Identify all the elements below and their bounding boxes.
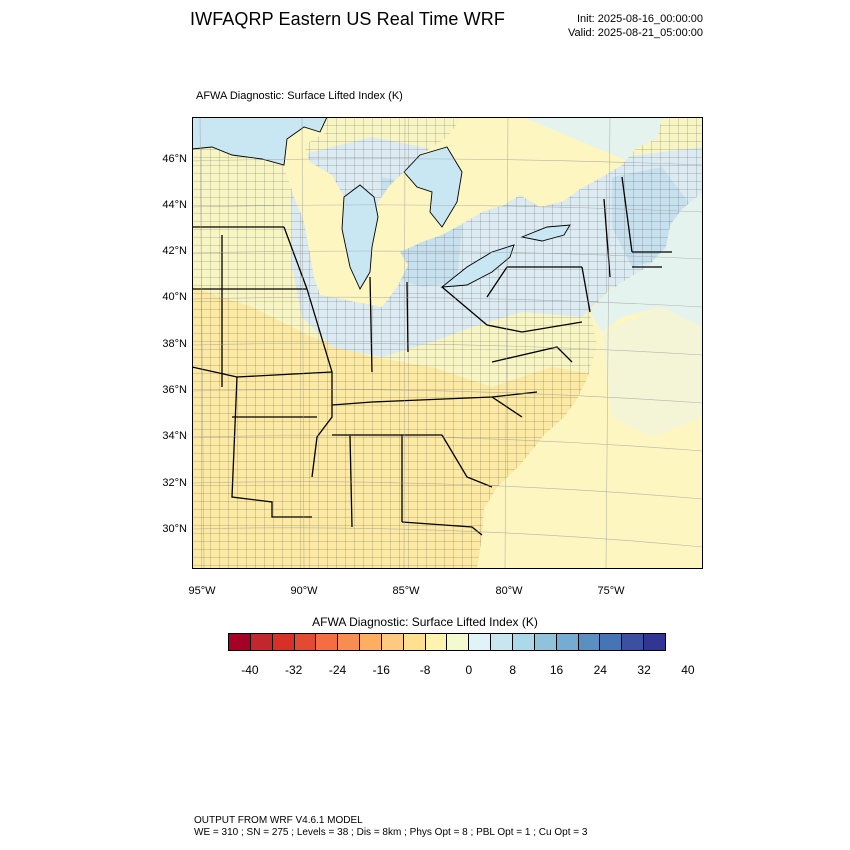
lat-label-30: 30°N [162,523,187,535]
colorbar-cell [316,634,339,650]
colorbar-cell [381,634,404,650]
lat-label-42: 42°N [162,245,187,257]
colorbar-cell [447,634,470,650]
colorbar-cell [338,634,361,650]
colorbar-tick-label: 8 [509,663,517,677]
colorbar-cell [534,634,557,650]
map-frame [192,117,703,569]
colorbar-tick-label: -16 [372,663,390,677]
colorbar-tick-label: 16 [549,663,564,677]
map-svg [192,117,703,569]
colorbar-tick-label: 32 [637,663,651,677]
run-info: Init: 2025-08-16_00:00:00 Valid: 2025-08… [568,13,703,40]
colorbar-cell [469,634,492,650]
lat-label-40: 40°N [162,291,187,303]
model-version: OUTPUT FROM WRF V4.6.1 MODEL [194,815,363,826]
colorbar-tick-label: 40 [681,663,695,677]
colorbar-cell [644,634,665,650]
colorbar [228,633,666,651]
colorbar-tick-label: -8 [419,663,431,677]
plot-title: IWFAQRP Eastern US Real Time WRF [190,9,505,29]
lat-label-38: 38°N [162,338,187,350]
colorbar-cell [491,634,513,650]
graticule [192,117,703,569]
colorbar-tick-label: 0 [465,663,473,677]
transition-ocean-area [602,307,703,437]
colorbar-tick-label: 24 [593,663,607,677]
colorbar-cell [250,634,273,650]
colorbar-cell [360,634,382,650]
lat-label-34: 34°N [162,430,187,442]
lon-label-95w: 95°W [188,585,216,597]
lat-label-32: 32°N [162,477,187,489]
map-subtitle: AFWA Diagnostic: Surface Lifted Index (K… [196,90,403,102]
lake-huron [403,146,463,228]
lon-label-75w: 75°W [597,585,625,597]
init-time: Init: 2025-08-16_00:00:00 [577,13,703,25]
lat-label-44: 44°N [162,199,187,211]
land-area [192,117,703,569]
model-info: OUTPUT FROM WRF V4.6.1 MODEL WE = 310 ; … [194,815,587,839]
model-config: WE = 310 ; SN = 275 ; Levels = 38 ; Dis … [194,827,588,838]
colorbar-cell [403,634,426,650]
lake-superior [192,117,328,166]
colorbar-title: AFWA Diagnostic: Surface Lifted Index (K… [312,615,538,629]
colorbar-tick-label: -40 [241,663,259,677]
colorbar-cell [294,634,317,650]
colorbar-tick-label: -32 [285,663,303,677]
lake-ontario [520,224,571,242]
colorbar-cell [425,634,448,650]
state-boundaries [192,176,672,536]
colorbar-cell [622,634,645,650]
lake-michigan [341,184,379,290]
lake-erie [440,244,515,288]
colorbar-cell [272,634,295,650]
colorbar-cell [578,634,601,650]
lon-label-80w: 80°W [495,585,523,597]
lon-label-90w: 90°W [290,585,318,597]
colorbar-cell [600,634,623,650]
colorbar-tick-label: -24 [328,663,347,677]
colorbar-cell [512,634,535,650]
map-panel [192,117,703,569]
valid-time: Valid: 2025-08-21_05:00:00 [568,26,703,39]
lon-label-85w: 85°W [392,585,420,597]
lat-label-46: 46°N [162,153,187,165]
colorbar-cell [229,634,251,650]
colorbar-cell [556,634,579,650]
lat-label-36: 36°N [162,384,187,396]
